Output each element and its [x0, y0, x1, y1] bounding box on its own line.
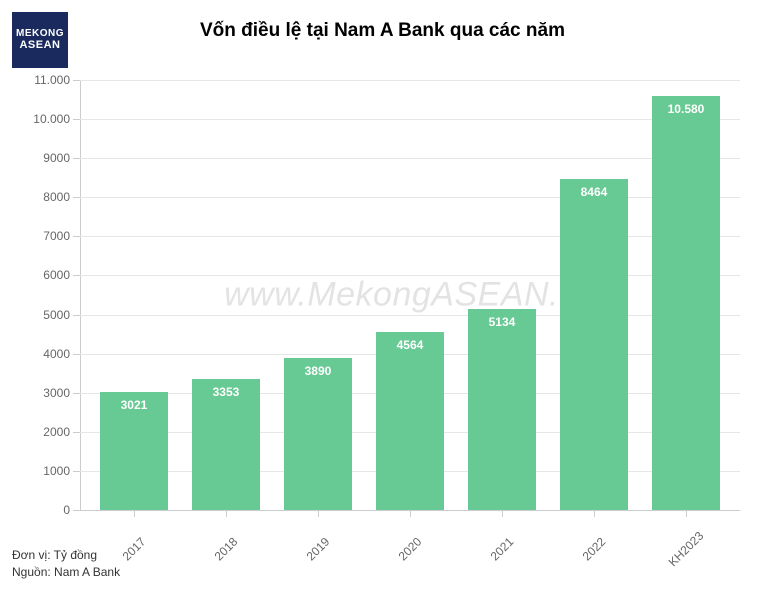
x-tick-mark	[594, 510, 595, 517]
x-tick-mark	[686, 510, 687, 517]
y-tick-mark	[73, 80, 80, 81]
y-tick-label: 8000	[10, 190, 70, 204]
bar-value-label: 4564	[397, 338, 424, 352]
bar-value-label: 3353	[213, 385, 240, 399]
bar: 3890	[284, 358, 352, 510]
x-tick-label: 2017	[120, 535, 149, 564]
y-tick-label: 7000	[10, 229, 70, 243]
y-tick-mark	[73, 393, 80, 394]
bar: 4564	[376, 332, 444, 510]
chart-container: MEKONG ASEAN Vốn điều lệ tại Nam A Bank …	[0, 0, 765, 589]
chart-footer: Đơn vị: Tỷ đồng Nguồn: Nam A Bank	[12, 547, 120, 581]
bar: 8464	[560, 179, 628, 510]
x-tick-mark	[318, 510, 319, 517]
y-tick-mark	[73, 432, 80, 433]
bar-slot: 38902019	[272, 80, 364, 510]
bar-value-label: 8464	[581, 185, 608, 199]
y-tick-mark	[73, 510, 80, 511]
y-tick-mark	[73, 119, 80, 120]
x-tick-label: 2018	[212, 535, 241, 564]
bar: 3353	[192, 379, 260, 510]
y-tick-label: 3000	[10, 386, 70, 400]
x-tick-mark	[502, 510, 503, 517]
y-tick-mark	[73, 315, 80, 316]
bar-value-label: 3890	[305, 364, 332, 378]
y-tick-mark	[73, 275, 80, 276]
y-tick-label: 1000	[10, 464, 70, 478]
bar-value-label: 5134	[489, 315, 516, 329]
y-tick-mark	[73, 236, 80, 237]
y-tick-label: 0	[10, 503, 70, 517]
x-tick-label: 2021	[488, 535, 517, 564]
x-tick-mark	[134, 510, 135, 517]
y-tick-label: 10.000	[10, 112, 70, 126]
y-tick-label: 6000	[10, 268, 70, 282]
y-tick-label: 2000	[10, 425, 70, 439]
footer-source: Nguồn: Nam A Bank	[12, 564, 120, 581]
y-tick-label: 5000	[10, 308, 70, 322]
bar: 10.580	[652, 96, 720, 510]
x-tick-label: KH2023	[666, 529, 707, 570]
bar-slot: 10.580KH2023	[640, 80, 732, 510]
bar-slot: 51342021	[456, 80, 548, 510]
plot-area: 010002000300040005000600070008000900010.…	[80, 80, 740, 510]
bar-slot: 45642020	[364, 80, 456, 510]
y-tick-label: 4000	[10, 347, 70, 361]
bar-slot: 84642022	[548, 80, 640, 510]
bar-slot: 33532018	[180, 80, 272, 510]
x-tick-label: 2020	[396, 535, 425, 564]
footer-unit: Đơn vị: Tỷ đồng	[12, 547, 120, 564]
bars-row: 3021201733532018389020194564202051342021…	[80, 80, 740, 510]
bar-value-label: 3021	[121, 398, 148, 412]
bar: 5134	[468, 309, 536, 510]
x-tick-label: 2022	[580, 535, 609, 564]
bar: 3021	[100, 392, 168, 510]
y-tick-label: 9000	[10, 151, 70, 165]
y-tick-label: 11.000	[10, 73, 70, 87]
x-tick-mark	[226, 510, 227, 517]
y-tick-mark	[73, 158, 80, 159]
bar-slot: 30212017	[88, 80, 180, 510]
y-tick-mark	[73, 471, 80, 472]
chart-title: Vốn điều lệ tại Nam A Bank qua các năm	[0, 20, 765, 42]
y-tick-mark	[73, 197, 80, 198]
x-tick-mark	[410, 510, 411, 517]
y-tick-mark	[73, 354, 80, 355]
bar-value-label: 10.580	[668, 102, 705, 116]
x-tick-label: 2019	[304, 535, 333, 564]
